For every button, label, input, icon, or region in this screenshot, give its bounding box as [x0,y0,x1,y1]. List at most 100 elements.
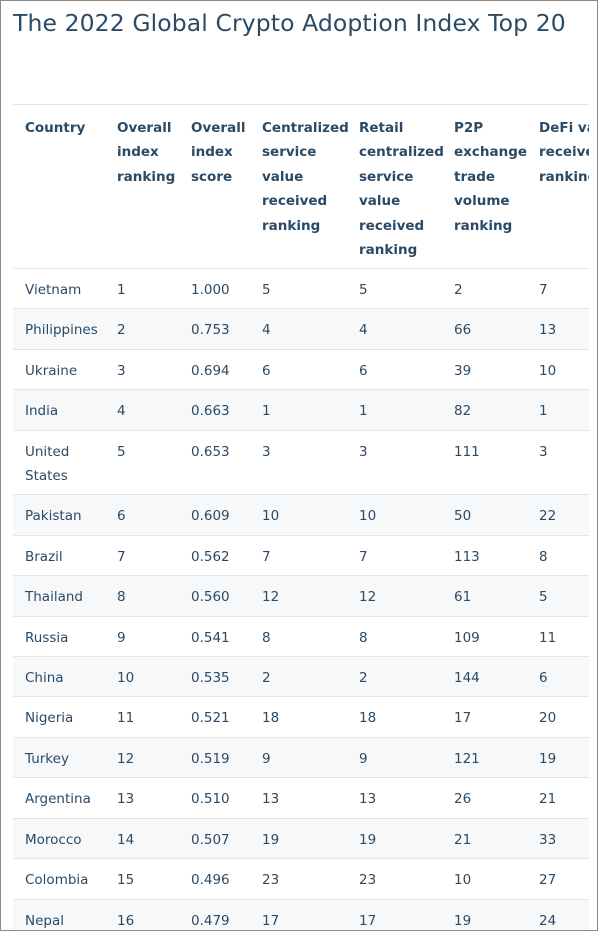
overall-ranking-cell: 16 [117,912,135,929]
header-centralized-ranking: Centralized service value received ranki… [262,120,349,234]
table-row: Vietnam 1 1.000 5 5 2 7 [13,268,589,309]
table-scroll-container[interactable]: Country Overall index ranking Overall in… [13,104,589,930]
defi-ranking-cell: 7 [539,282,548,298]
retail-ranking-cell: 1 [359,403,368,420]
country-cell: Thailand [25,589,83,606]
defi-ranking-cell: 6 [539,670,548,687]
p2p-ranking-cell: 144 [454,670,480,687]
table-row: China 10 0.535 2 2 144 6 [13,656,589,697]
header-retail-centralized-ranking: Retail centralized service value receive… [359,120,444,259]
overall-ranking-cell: 11 [117,710,135,727]
retail-ranking-cell: 8 [359,629,368,646]
defi-ranking-cell: 21 [539,791,557,808]
centralized-ranking-cell: 13 [262,791,280,808]
centralized-ranking-cell: 10 [262,508,280,525]
country-cell: Colombia [25,872,89,889]
overall-ranking-cell: 4 [117,403,126,420]
table-row: Philippines 2 0.753 4 4 66 13 [13,308,589,350]
overall-score-cell: 0.562 [191,548,230,565]
retail-ranking-cell: 2 [359,670,368,687]
table-row: Brazil 7 0.562 7 7 113 8 [13,535,589,576]
country-cell: Morocco [25,831,82,848]
retail-ranking-cell: 23 [359,872,377,889]
country-cell: Philippines [25,322,98,339]
retail-ranking-cell: 10 [359,508,377,525]
overall-score-cell: 0.663 [191,403,230,420]
table-row: Pakistan 6 0.609 10 10 50 22 [13,494,589,536]
header-row: Country Overall index ranking Overall in… [13,104,589,269]
overall-score-cell: 0.521 [191,710,230,727]
overall-ranking-cell: 2 [117,322,126,339]
defi-ranking-cell: 1 [539,403,548,420]
table-row: Nepal 16 0.479 17 17 19 24 [13,899,589,930]
table-row: Morocco 14 0.507 19 19 21 33 [13,818,589,859]
p2p-ranking-cell: 17 [454,710,472,727]
overall-score-cell: 0.753 [191,322,230,339]
retail-ranking-cell: 4 [359,322,368,339]
p2p-ranking-cell: 26 [454,791,472,808]
table-body: Vietnam 1 1.000 5 5 2 7 Philippines 2 0.753 4 4 66 13… [13,268,589,930]
table-row: Turkey 12 0.519 9 9 121 19 [13,737,589,778]
p2p-ranking-cell: 10 [454,872,472,889]
retail-ranking-cell: 6 [359,362,368,379]
p2p-ranking-cell: 2 [454,282,463,298]
overall-ranking-cell: 7 [117,548,126,565]
table-row: Russia 9 0.541 8 8 109 11 [13,616,589,657]
table-row: Ukraine 3 0.694 6 6 39 10 [13,349,589,390]
country-cell: Ukraine [25,362,78,379]
header-overall-index-ranking: Overall index ranking [117,120,176,185]
table-row: Colombia 15 0.496 23 23 10 27 [13,858,589,899]
p2p-ranking-cell: 111 [454,443,480,460]
centralized-ranking-cell: 18 [262,710,280,727]
centralized-ranking-cell: 17 [262,912,280,929]
overall-ranking-cell: 14 [117,831,135,848]
header-country: Country [25,120,86,136]
p2p-ranking-cell: 121 [454,750,480,767]
defi-ranking-cell: 33 [539,831,557,848]
overall-score-cell: 0.541 [191,629,230,646]
defi-ranking-cell: 27 [539,872,557,889]
country-cell: China [25,670,64,687]
country-cell: Turkey [25,750,69,767]
retail-ranking-cell: 3 [359,443,368,460]
p2p-ranking-cell: 82 [454,403,472,420]
retail-ranking-cell: 18 [359,710,377,727]
country-cell: United States [25,443,70,485]
country-cell: Nigeria [25,710,74,727]
header-defi-ranking: DeFi value received ranking [539,120,589,185]
table-row: Nigeria 11 0.521 18 18 17 20 [13,696,589,738]
overall-ranking-cell: 10 [117,670,135,687]
overall-score-cell: 0.519 [191,750,230,767]
defi-ranking-cell: 24 [539,912,557,929]
defi-ranking-cell: 22 [539,508,557,525]
overall-score-cell: 0.560 [191,589,230,606]
header-p2p-ranking: P2P exchange trade volume ranking [454,120,528,234]
country-cell: India [25,403,59,420]
table-row: Thailand 8 0.560 12 12 61 5 [13,575,589,617]
overall-ranking-cell: 1 [117,282,126,298]
defi-ranking-cell: 19 [539,750,557,767]
table-row: Argentina 13 0.510 13 13 26 21 [13,777,589,819]
centralized-ranking-cell: 8 [262,629,271,646]
p2p-ranking-cell: 21 [454,831,472,848]
country-cell: Brazil [25,548,63,565]
p2p-ranking-cell: 19 [454,912,472,929]
p2p-ranking-cell: 113 [454,548,480,565]
centralized-ranking-cell: 9 [262,750,271,767]
defi-ranking-cell: 20 [539,710,557,727]
adoption-index-table: Country Overall index ranking Overall in… [13,104,589,930]
overall-score-cell: 0.609 [191,508,230,525]
p2p-ranking-cell: 66 [454,322,472,339]
country-cell: Argentina [25,791,91,808]
table-row: India 4 0.663 1 1 82 1 [13,389,589,431]
overall-ranking-cell: 6 [117,508,126,525]
country-cell: Russia [25,629,69,646]
overall-score-cell: 0.653 [191,443,230,460]
country-cell: Nepal [25,912,64,929]
defi-ranking-cell: 3 [539,443,548,460]
overall-score-cell: 0.507 [191,831,230,848]
p2p-ranking-cell: 109 [454,629,480,646]
defi-ranking-cell: 13 [539,322,557,339]
centralized-ranking-cell: 6 [262,362,271,379]
